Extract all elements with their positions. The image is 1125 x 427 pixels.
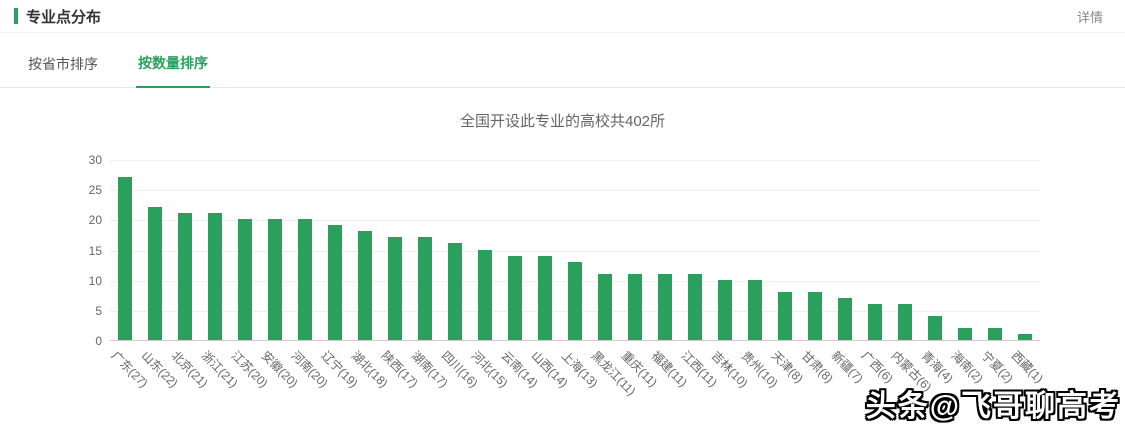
bar-浙江[interactable] bbox=[208, 213, 222, 340]
bar-辽宁[interactable] bbox=[328, 225, 342, 340]
bar-湖南[interactable] bbox=[418, 237, 432, 340]
x-axis-tick-label: 新疆(7) bbox=[828, 348, 866, 386]
bar-重庆[interactable] bbox=[628, 273, 642, 340]
bar-北京[interactable] bbox=[178, 213, 192, 340]
bar-宁夏[interactable] bbox=[988, 327, 1002, 340]
bar-黑龙江[interactable] bbox=[598, 273, 612, 340]
y-axis-tick-label: 30 bbox=[88, 153, 102, 167]
bar-chart-plot-area: 0 5 10 15 20 25 30 广东(27) 山东(22) 北京(21) 浙江(21) 江苏(2… bbox=[89, 153, 1046, 398]
chart-title: 全国开设此专业的高校共402所 bbox=[459, 113, 666, 130]
bar-青海[interactable] bbox=[928, 315, 942, 340]
bar-山西[interactable] bbox=[538, 255, 552, 340]
bar-上海[interactable] bbox=[568, 261, 582, 340]
bar-山东[interactable] bbox=[148, 207, 162, 340]
bar-河南[interactable] bbox=[298, 219, 312, 340]
bar-陕西[interactable] bbox=[388, 237, 402, 340]
bar-广东[interactable] bbox=[118, 177, 132, 340]
tab-sort-by-province[interactable]: 按省市排序 bbox=[28, 56, 98, 72]
y-axis-tick-label: 20 bbox=[88, 213, 102, 228]
bar-河北[interactable] bbox=[478, 249, 492, 340]
y-axis-tick-label: 15 bbox=[88, 243, 102, 258]
bar-海南[interactable] bbox=[958, 327, 972, 340]
gridline bbox=[110, 160, 1040, 161]
bar-湖北[interactable] bbox=[358, 231, 372, 340]
panel-header: 专业点分布 详情 bbox=[0, 0, 1125, 33]
bar-四川[interactable] bbox=[448, 243, 462, 340]
x-axis-tick-label: 宁夏(2) bbox=[978, 348, 1016, 386]
y-axis-tick-label: 0 bbox=[95, 334, 102, 348]
bar-天津[interactable] bbox=[778, 291, 792, 340]
detail-link[interactable]: 详情 bbox=[1076, 9, 1103, 25]
gridline bbox=[110, 250, 1040, 252]
tab-bar: 按省市排序 按数量排序 bbox=[0, 33, 1125, 88]
y-axis-tick-label: 5 bbox=[95, 303, 102, 318]
gridline bbox=[110, 190, 1040, 192]
panel-title-wrap: 专业点分布 bbox=[14, 6, 101, 27]
bar-广西[interactable] bbox=[868, 303, 882, 340]
bar-吉林[interactable] bbox=[718, 279, 732, 340]
green-accent-bar bbox=[14, 8, 18, 24]
bar-新疆[interactable] bbox=[838, 297, 852, 340]
x-axis-tick-label: 海南(2) bbox=[948, 348, 986, 386]
x-axis-tick-label: 西藏(1) bbox=[1008, 348, 1046, 386]
tab-sort-by-count[interactable]: 按数量排序 bbox=[136, 53, 210, 88]
bar-云南[interactable] bbox=[508, 255, 522, 340]
page-title: 专业点分布 bbox=[26, 8, 102, 26]
gridline bbox=[110, 220, 1040, 222]
bar-江西[interactable] bbox=[688, 273, 702, 340]
bar-安徽[interactable] bbox=[268, 219, 282, 340]
bar-甘肃[interactable] bbox=[808, 291, 822, 340]
bar-西藏[interactable] bbox=[1018, 333, 1032, 340]
x-axis-tick-label: 甘肃(8) bbox=[798, 348, 836, 386]
y-axis-tick-label: 10 bbox=[88, 273, 102, 288]
bar-江苏[interactable] bbox=[238, 219, 252, 340]
watermark-text: 头条@飞哥聊高考 bbox=[865, 390, 1121, 423]
bar-福建[interactable] bbox=[658, 273, 672, 340]
bar-内蒙古[interactable] bbox=[898, 303, 912, 340]
y-axis-tick-label: 25 bbox=[88, 183, 102, 198]
bar-贵州[interactable] bbox=[748, 279, 762, 340]
x-axis-tick-label: 广西(6) bbox=[858, 348, 896, 386]
